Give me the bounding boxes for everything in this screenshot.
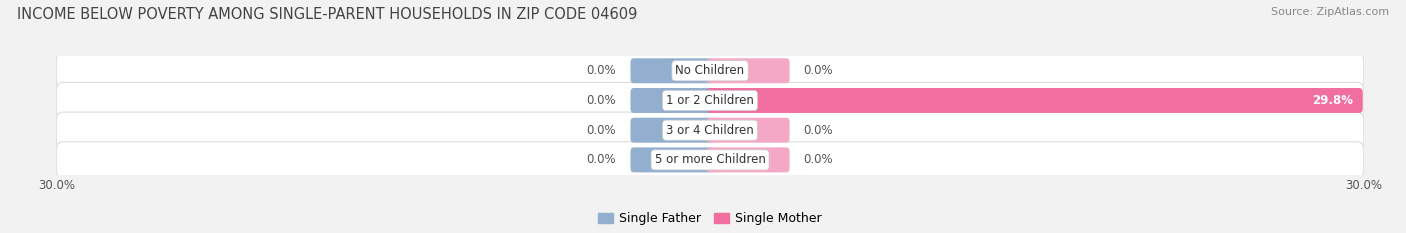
Text: 0.0%: 0.0% (586, 64, 616, 77)
Text: 0.0%: 0.0% (804, 124, 834, 137)
FancyBboxPatch shape (707, 58, 790, 83)
Text: 3 or 4 Children: 3 or 4 Children (666, 124, 754, 137)
Text: Source: ZipAtlas.com: Source: ZipAtlas.com (1271, 7, 1389, 17)
FancyBboxPatch shape (630, 147, 713, 172)
FancyBboxPatch shape (630, 58, 713, 83)
FancyBboxPatch shape (56, 82, 1364, 119)
FancyBboxPatch shape (630, 88, 713, 113)
FancyBboxPatch shape (707, 88, 1362, 113)
Text: 0.0%: 0.0% (804, 153, 834, 166)
FancyBboxPatch shape (707, 147, 790, 172)
Text: 5 or more Children: 5 or more Children (655, 153, 765, 166)
Text: 0.0%: 0.0% (586, 124, 616, 137)
Text: 0.0%: 0.0% (586, 94, 616, 107)
Text: 29.8%: 29.8% (1312, 94, 1353, 107)
FancyBboxPatch shape (707, 118, 790, 143)
Text: 0.0%: 0.0% (586, 153, 616, 166)
Text: 1 or 2 Children: 1 or 2 Children (666, 94, 754, 107)
FancyBboxPatch shape (56, 53, 1364, 89)
Text: INCOME BELOW POVERTY AMONG SINGLE-PARENT HOUSEHOLDS IN ZIP CODE 04609: INCOME BELOW POVERTY AMONG SINGLE-PARENT… (17, 7, 637, 22)
Text: 0.0%: 0.0% (804, 64, 834, 77)
Text: No Children: No Children (675, 64, 745, 77)
FancyBboxPatch shape (56, 112, 1364, 148)
Legend: Single Father, Single Mother: Single Father, Single Mother (593, 207, 827, 230)
FancyBboxPatch shape (56, 142, 1364, 178)
FancyBboxPatch shape (630, 118, 713, 143)
